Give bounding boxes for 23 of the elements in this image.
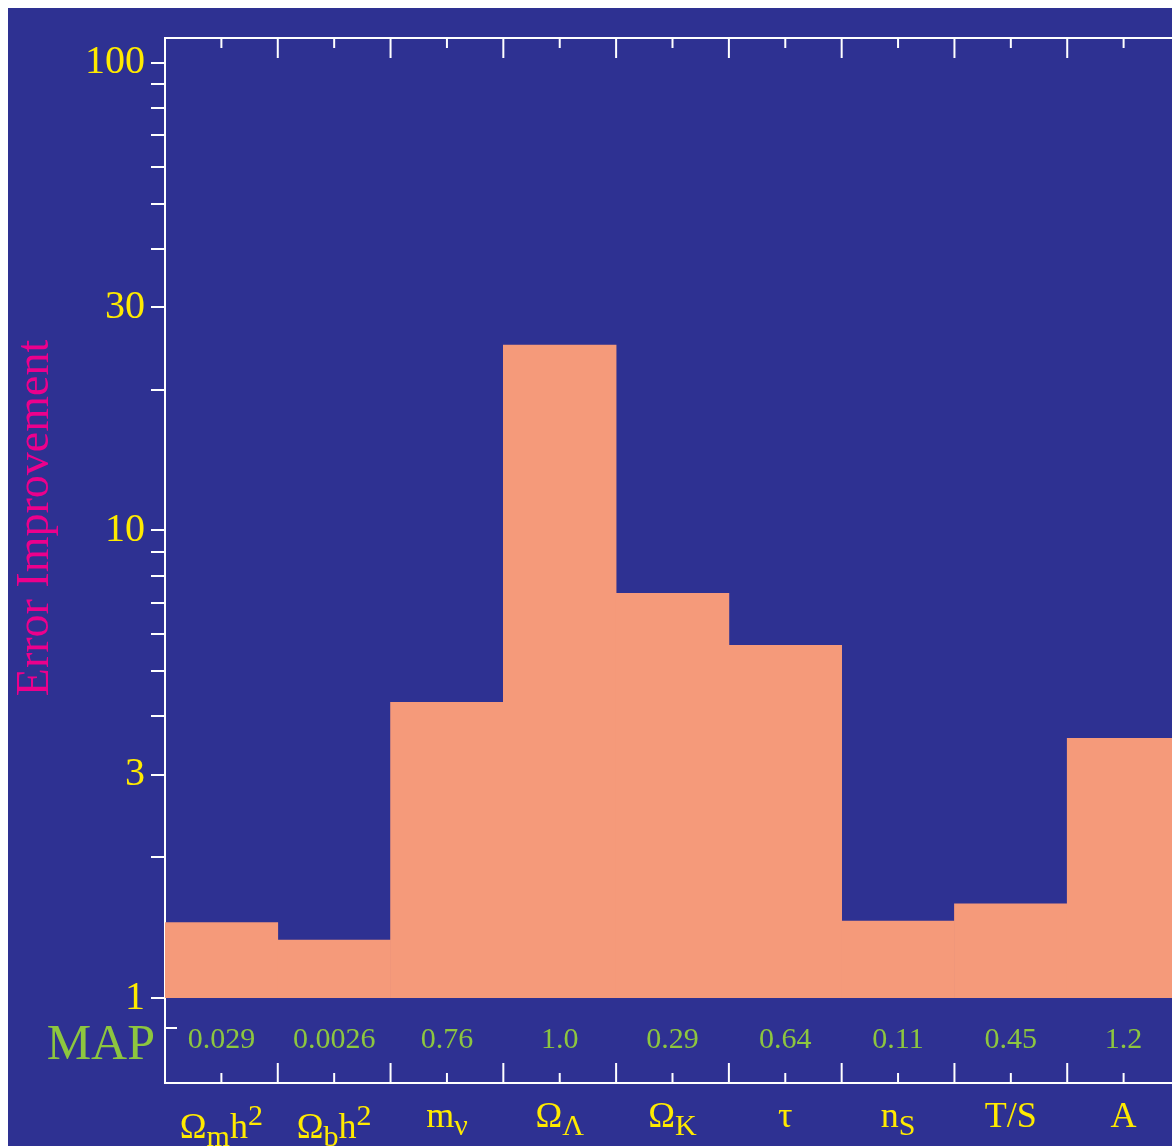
x-tick-label: n$_{S}$ — [879, 1094, 917, 1144]
y-tick-label: 3 — [125, 749, 145, 795]
text: 0.0026 — [292, 1020, 376, 1054]
x-tick-label: Ω$_{Λ}$ — [534, 1094, 585, 1144]
text: 0.29 — [646, 1020, 699, 1054]
text: 0.029 — [187, 1020, 256, 1054]
text: 0.45 — [984, 1020, 1038, 1054]
x-tick-label: m$_{ν}$ — [425, 1094, 469, 1144]
x-tick-label: τ — [777, 1094, 794, 1137]
x-tick-label: T/S — [983, 1094, 1038, 1137]
y-tick-label: 30 — [105, 281, 145, 327]
x-tick-label: Ω$_{m}$h$^{2}$ — [178, 1097, 264, 1146]
x-tick-label: A — [1109, 1094, 1138, 1137]
text: 0.11 — [872, 1020, 924, 1054]
y-tick-label: 100 — [85, 37, 145, 83]
x-tick-label: Ω$_{K}$ — [647, 1094, 698, 1144]
y-axis-title: Error Improvement — [6, 339, 58, 697]
x-tick-label: Ω$_{b}$h$^{2}$ — [295, 1097, 373, 1146]
text: 0.76 — [420, 1020, 474, 1054]
text: 0.64 — [759, 1020, 812, 1054]
text: 1.2 — [1104, 1020, 1143, 1054]
y-tick-label: 10 — [105, 504, 145, 550]
text: 1.0 — [540, 1020, 579, 1054]
